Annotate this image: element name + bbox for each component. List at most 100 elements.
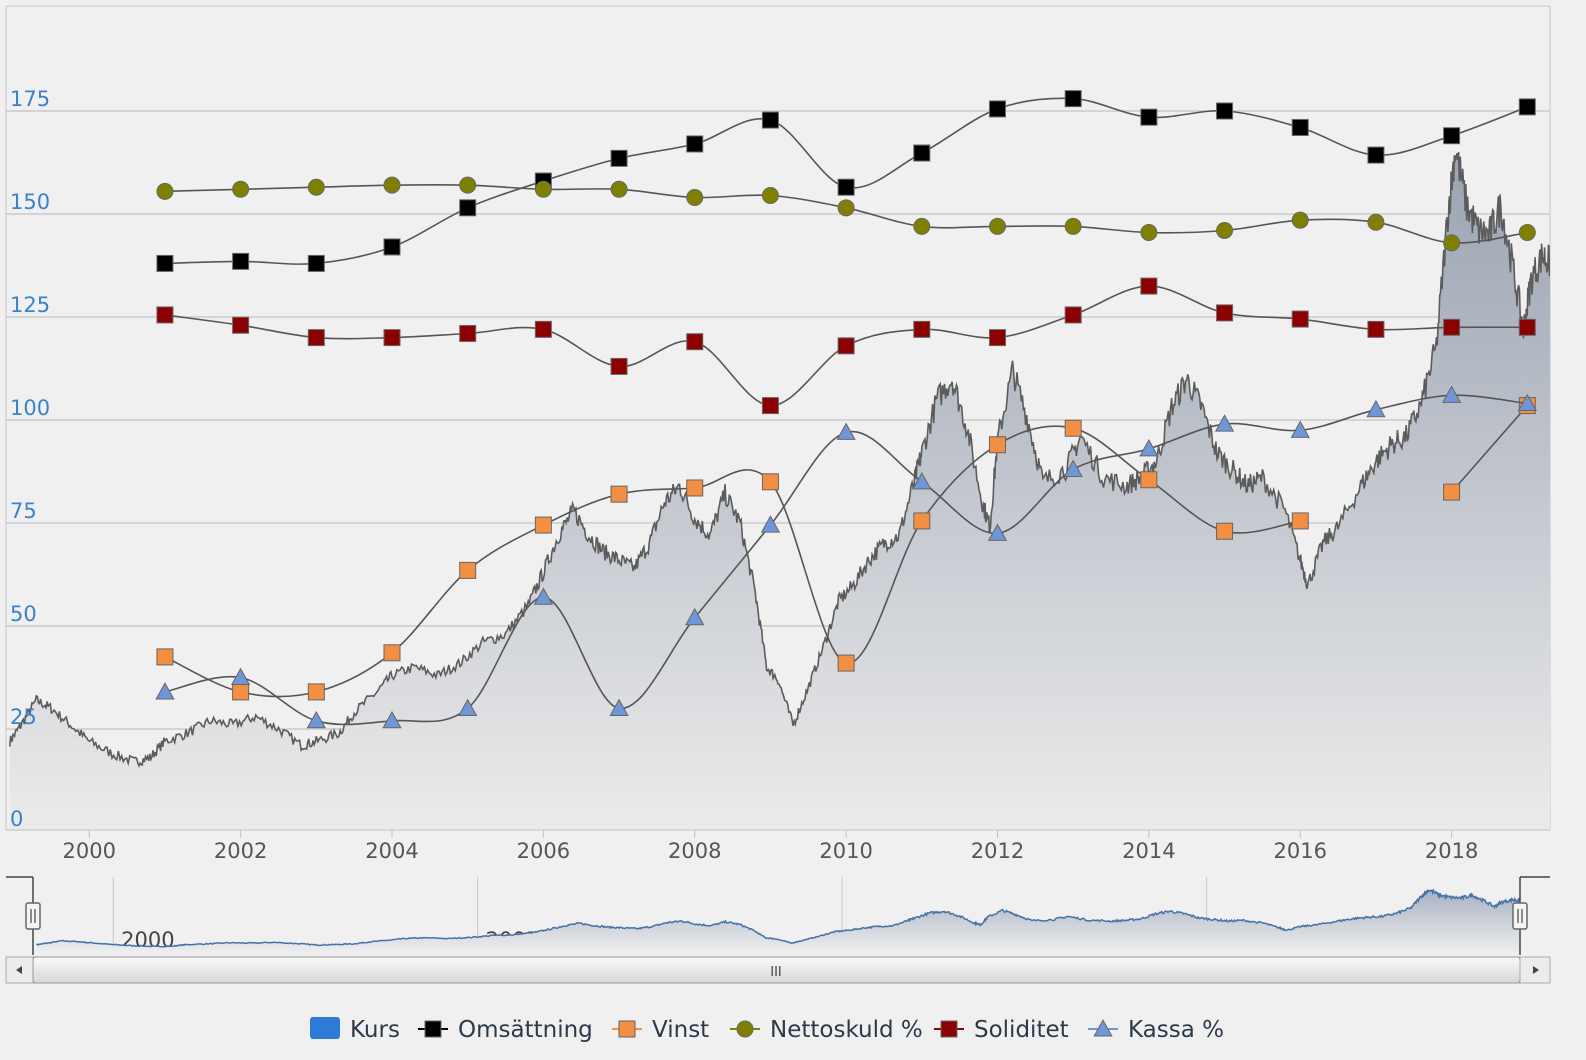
series-point[interactable] [760, 515, 781, 533]
series-point[interactable] [1367, 320, 1385, 338]
series-point[interactable] [837, 178, 855, 196]
scrollbar-left-button[interactable] [5, 956, 34, 984]
series-point[interactable] [232, 180, 250, 198]
navigator-handle-right[interactable] [1512, 902, 1528, 930]
series-point[interactable] [1214, 414, 1235, 432]
series-point[interactable] [1366, 399, 1386, 418]
series-point[interactable] [1140, 471, 1158, 489]
series-point[interactable] [156, 254, 174, 272]
series-point[interactable] [534, 320, 552, 338]
series-point[interactable] [836, 422, 856, 440]
series-point[interactable] [761, 397, 779, 415]
series-point[interactable] [1063, 459, 1083, 477]
series-point[interactable] [1441, 385, 1462, 403]
series-point[interactable] [307, 683, 325, 701]
legend-item[interactable]: Kassa % [1088, 1017, 1224, 1043]
series-point[interactable] [1443, 234, 1461, 252]
series-point[interactable] [232, 683, 250, 701]
series-point[interactable] [686, 135, 704, 153]
series-point[interactable] [761, 186, 779, 204]
series-point[interactable] [837, 654, 855, 672]
series-point[interactable] [610, 149, 628, 167]
series-point[interactable] [1140, 108, 1158, 126]
series-point[interactable] [232, 316, 250, 334]
series-point[interactable] [1064, 217, 1082, 235]
series-point[interactable] [156, 648, 174, 666]
series-point[interactable] [459, 199, 477, 217]
series-point[interactable] [1291, 512, 1309, 530]
series-point[interactable] [1064, 90, 1082, 108]
series-point[interactable] [1216, 102, 1234, 120]
series-point[interactable] [988, 100, 1006, 118]
series-point[interactable] [534, 516, 552, 534]
series-point[interactable] [913, 217, 931, 235]
series-point[interactable] [383, 176, 401, 194]
series-point[interactable] [988, 329, 1006, 347]
series-point[interactable] [610, 485, 628, 503]
series-point[interactable] [1140, 277, 1158, 295]
series-point[interactable] [686, 189, 704, 207]
series-point[interactable] [1216, 522, 1234, 540]
series-point[interactable] [307, 329, 325, 347]
series-point[interactable] [686, 333, 704, 351]
series-point[interactable] [1139, 439, 1159, 457]
series-point[interactable] [232, 252, 250, 270]
series-point[interactable] [837, 199, 855, 217]
series-point[interactable] [156, 182, 174, 200]
series-point[interactable] [686, 479, 704, 497]
series-point[interactable] [987, 523, 1008, 541]
series-point[interactable] [383, 644, 401, 662]
series-point[interactable] [306, 710, 326, 729]
series-point[interactable] [761, 473, 779, 491]
series-point[interactable] [610, 357, 628, 375]
series-point[interactable] [685, 607, 705, 626]
series-point[interactable] [1216, 221, 1234, 239]
series-point[interactable] [156, 306, 174, 324]
series-point[interactable] [1518, 224, 1536, 242]
series-point[interactable] [1443, 483, 1461, 501]
series-point[interactable] [1517, 393, 1537, 412]
legend-item[interactable]: Nettoskuld % [730, 1017, 923, 1043]
series-point[interactable] [383, 238, 401, 256]
series-point[interactable] [1064, 306, 1082, 324]
series-point[interactable] [230, 667, 251, 686]
scrollbar-right-button[interactable] [1519, 956, 1551, 984]
series-point[interactable] [459, 561, 477, 579]
series-point[interactable] [837, 337, 855, 355]
series-point[interactable] [534, 180, 552, 198]
series-point[interactable] [913, 512, 931, 530]
series-point[interactable] [609, 698, 629, 716]
series-point[interactable] [988, 217, 1006, 235]
series-point[interactable] [307, 254, 325, 272]
scrollbar[interactable]: III [5, 956, 1551, 984]
series-point[interactable] [913, 144, 931, 162]
legend-item[interactable]: Omsättning [418, 1017, 593, 1043]
series-point[interactable] [458, 698, 478, 716]
series-point[interactable] [1443, 127, 1461, 145]
legend-item[interactable]: Soliditet [934, 1017, 1069, 1043]
series-point[interactable] [1518, 98, 1536, 116]
series-point[interactable] [1443, 318, 1461, 336]
series-point[interactable] [1216, 304, 1234, 322]
series-point[interactable] [1290, 420, 1310, 438]
legend-item[interactable]: Vinst [612, 1017, 709, 1043]
series-point[interactable] [1367, 146, 1385, 164]
navigator[interactable]: 2000200520102015 [6, 876, 1550, 955]
series-point[interactable] [1367, 213, 1385, 231]
series-point[interactable] [459, 176, 477, 194]
series-point[interactable] [761, 111, 779, 129]
series-point[interactable] [533, 587, 554, 605]
series-point[interactable] [1291, 118, 1309, 136]
series-point[interactable] [383, 329, 401, 347]
series-point[interactable] [988, 436, 1006, 454]
series-point[interactable] [912, 471, 932, 490]
series-point[interactable] [913, 320, 931, 338]
series-point[interactable] [1291, 211, 1309, 229]
series-point[interactable] [1518, 318, 1536, 336]
series-point[interactable] [1291, 310, 1309, 328]
series-point[interactable] [382, 710, 402, 729]
series-point[interactable] [307, 178, 325, 196]
series-point[interactable] [1064, 419, 1082, 437]
series-point[interactable] [1140, 224, 1158, 242]
legend-item[interactable]: Kurs [310, 1017, 400, 1043]
